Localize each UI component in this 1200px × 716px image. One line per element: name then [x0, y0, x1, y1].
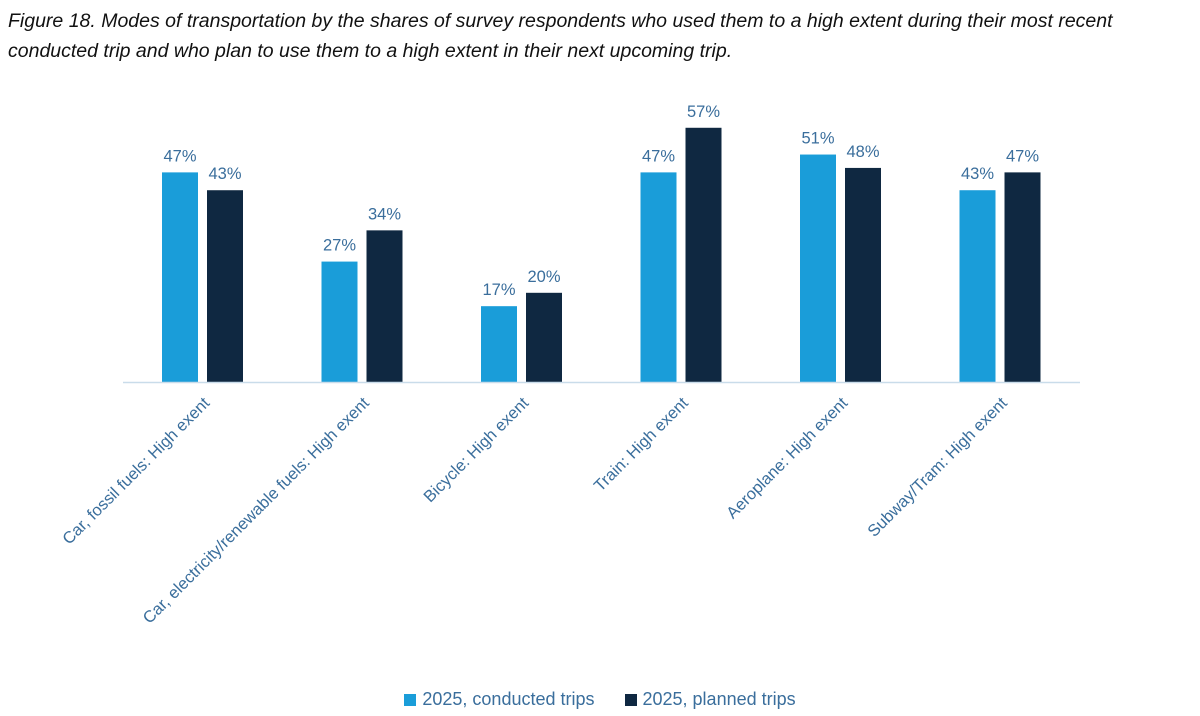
data-label: 20% [527, 268, 560, 286]
legend-item-conducted: 2025, conducted trips [404, 689, 595, 710]
bar-conducted [321, 261, 358, 382]
legend-item-planned: 2025, planned trips [624, 689, 796, 710]
x-tick-label: Subway/Tram: High exent [864, 394, 1011, 541]
data-label: 47% [1006, 147, 1039, 165]
data-label: 34% [368, 205, 401, 223]
x-tick-label: Car, fossil fuels: High exent [59, 394, 213, 548]
data-label: 51% [801, 130, 834, 148]
data-label: 48% [846, 143, 879, 161]
bar-conducted [640, 172, 677, 382]
data-label: 43% [208, 165, 241, 183]
x-tick-label: Aeroplane: High exent [723, 394, 851, 522]
bar-conducted [481, 306, 517, 382]
legend-swatch-conducted [404, 693, 417, 706]
bar-conducted [800, 154, 836, 382]
legend-label-planned: 2025, planned trips [642, 689, 796, 709]
bar-planned [1004, 172, 1041, 382]
chart-title: Figure 18. Modes of transportation by th… [8, 10, 1113, 62]
data-label: 27% [323, 237, 356, 255]
bar-planned [526, 292, 562, 382]
legend-label-conducted: 2025, conducted trips [422, 689, 595, 709]
bar-conducted [959, 190, 996, 382]
x-tick-label: Train: High exent [591, 394, 692, 495]
legend: 2025, conducted trips 2025, planned trip… [0, 689, 1200, 710]
legend-swatch-planned [624, 693, 637, 706]
bar-planned [366, 230, 403, 382]
data-label: 47% [642, 147, 675, 165]
x-tick-label: Bicycle: High exent [420, 394, 532, 506]
bar-planned [685, 127, 722, 382]
data-label: 17% [482, 281, 515, 299]
bar-planned [207, 190, 243, 382]
data-label: 47% [163, 147, 196, 165]
data-label: 43% [961, 165, 994, 183]
bar-planned [845, 167, 881, 382]
bar-conducted [162, 172, 198, 382]
data-label: 57% [687, 103, 720, 121]
